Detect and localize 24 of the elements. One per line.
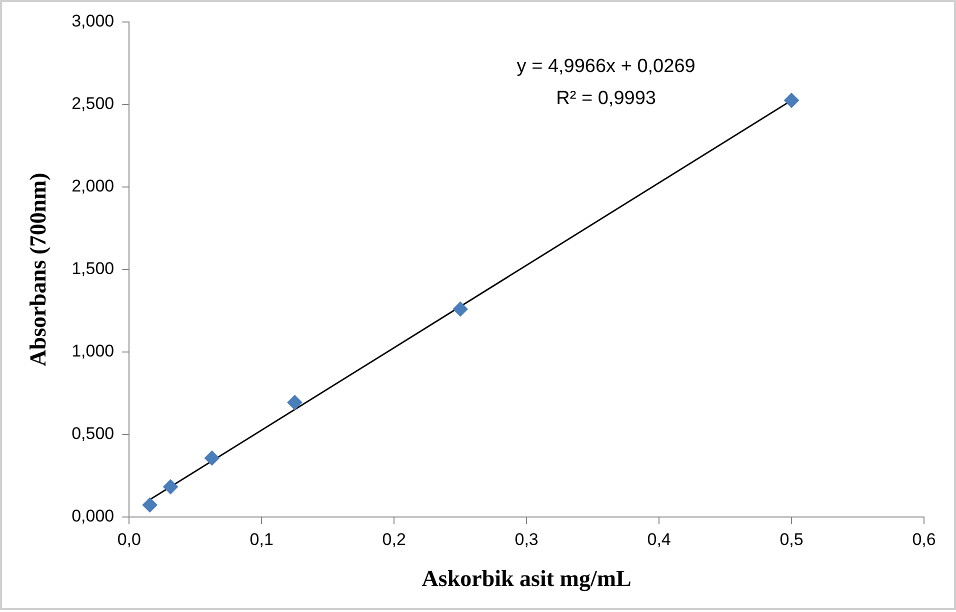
point [452, 302, 468, 317]
point [784, 92, 800, 108]
y-tick-label: 1,000 [72, 342, 114, 361]
point [204, 450, 220, 466]
y-tick-label: 0,500 [72, 424, 114, 444]
point [142, 497, 158, 512]
x-axis-title: Askorbik asit mg/mL [422, 566, 632, 592]
annotation: R² = 0,9993 [556, 88, 656, 109]
x-tick-label: 0,4 [647, 530, 671, 549]
y-tick-label: 3,000 [72, 12, 114, 31]
y-axis-title: Absorbans (700nm) [26, 172, 51, 366]
x-tick-label: 0,0 [117, 530, 141, 549]
y-tick-label: 1,500 [72, 259, 114, 278]
y-tick-label: 2,000 [72, 176, 114, 196]
x-tick-label: 0,3 [514, 530, 538, 549]
x-tick-label: 0,2 [382, 530, 406, 549]
annotation: y = 4,9966x + 0,0269 [516, 56, 696, 77]
y-tick-label: 0,000 [72, 506, 114, 526]
x-tick-label: 0,6 [912, 530, 936, 549]
x-tick-label: 0,5 [780, 530, 804, 549]
point [163, 479, 178, 494]
y-tick-label: 2,500 [72, 94, 114, 114]
x-tick-label: 0,1 [250, 530, 274, 549]
point [287, 394, 302, 410]
